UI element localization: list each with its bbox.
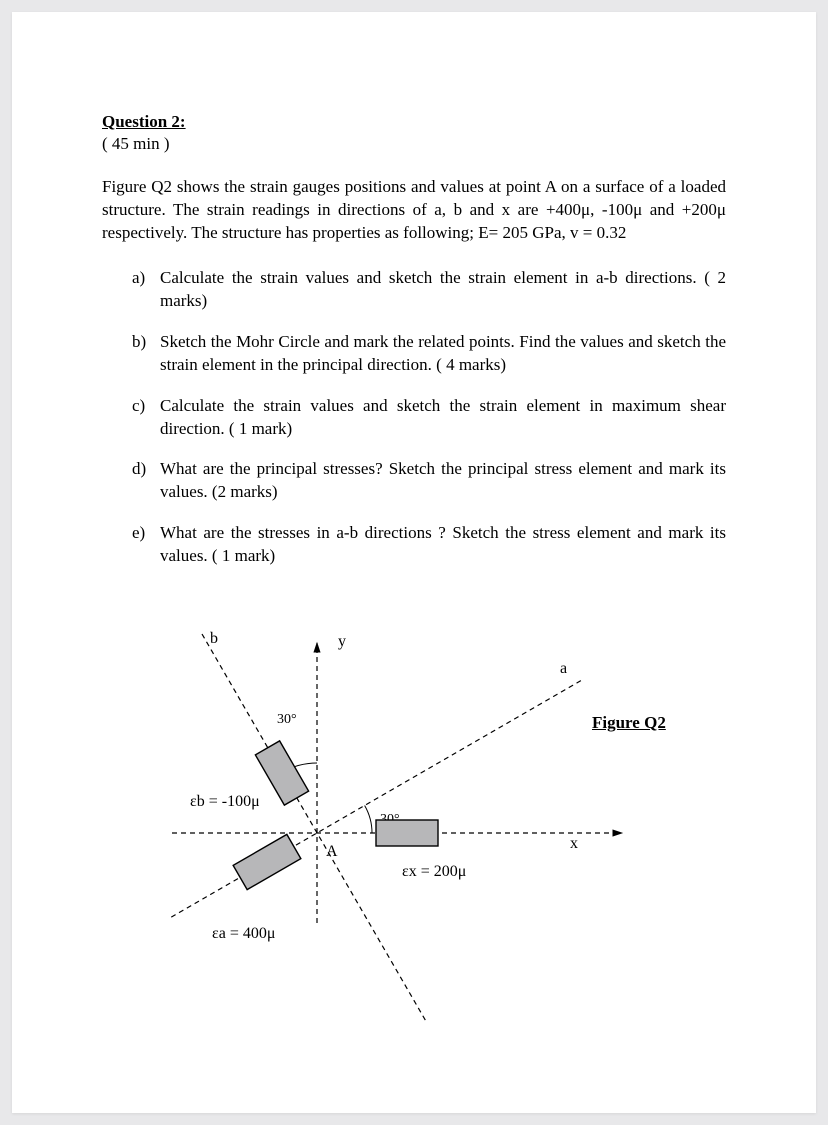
part-b: b) Sketch the Mohr Circle and mark the r… [132,331,726,377]
part-text: Sketch the Mohr Circle and mark the rela… [160,331,726,377]
svg-text:εx = 200μ: εx = 200μ [402,863,466,880]
part-label: d) [132,458,160,504]
question-intro: Figure Q2 shows the strain gauges positi… [102,176,726,245]
part-text: What are the stresses in a-b directions … [160,522,726,568]
svg-text:x: x [570,835,578,852]
part-label: b) [132,331,160,377]
strain-gauge-diagram: xyab30°30°εx = 200μεa = 400μεb = -100μA [102,618,722,1038]
part-text: Calculate the strain values and sketch t… [160,395,726,441]
svg-text:y: y [338,633,346,650]
svg-text:εa = 400μ: εa = 400μ [212,925,275,942]
part-a: a) Calculate the strain values and sketc… [132,267,726,313]
question-parts-list: a) Calculate the strain values and sketc… [102,267,726,568]
svg-text:εb = -100μ: εb = -100μ [190,793,260,810]
svg-text:A: A [326,843,338,860]
svg-text:a: a [560,660,567,677]
part-text: Calculate the strain values and sketch t… [160,267,726,313]
part-e: e) What are the stresses in a-b directio… [132,522,726,568]
svg-text:30°: 30° [277,712,297,727]
part-label: a) [132,267,160,313]
question-time: ( 45 min ) [102,134,726,154]
figure-q2: xyab30°30°εx = 200μεa = 400μεb = -100μA … [102,618,726,1038]
part-label: c) [132,395,160,441]
part-d: d) What are the principal stresses? Sket… [132,458,726,504]
part-label: e) [132,522,160,568]
part-c: c) Calculate the strain values and sketc… [132,395,726,441]
svg-text:b: b [210,630,218,647]
question-heading: Question 2: [102,112,726,132]
document-page: Question 2: ( 45 min ) Figure Q2 shows t… [12,12,816,1113]
part-text: What are the principal stresses? Sketch … [160,458,726,504]
figure-caption: Figure Q2 [592,713,666,733]
